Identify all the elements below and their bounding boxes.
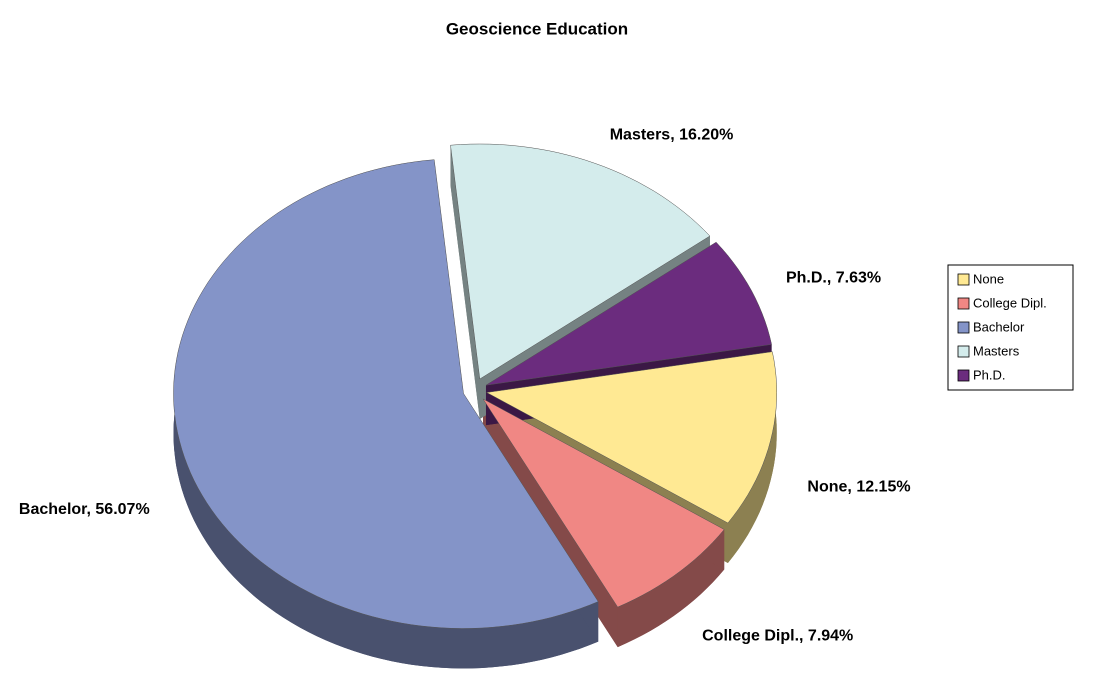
legend-label: None <box>973 271 1004 286</box>
legend-swatch <box>957 321 970 334</box>
pie-slice <box>485 241 772 386</box>
legend-label: College Dipl. <box>973 295 1047 310</box>
data-label: Masters, 16.20% <box>610 126 734 143</box>
pie-tops <box>173 143 777 629</box>
legend-label: Bachelor <box>973 319 1025 334</box>
data-label: College Dipl., 7.94% <box>702 628 853 645</box>
pie-slice <box>482 398 725 608</box>
data-label: Ph.D., 7.63% <box>786 270 881 287</box>
legend-swatch <box>957 273 970 286</box>
slice-cut <box>450 145 480 419</box>
legend-label: Ph.D. <box>973 367 1006 382</box>
pie-slice <box>173 159 599 629</box>
pie-slice <box>450 143 711 380</box>
legend-swatch <box>957 345 970 358</box>
legend-swatch <box>957 369 970 382</box>
slice-side <box>617 529 725 648</box>
legend-label: Masters <box>973 343 1020 358</box>
legend-swatch <box>957 297 970 310</box>
slice-side <box>727 351 777 563</box>
chart-title: Geoscience Education <box>446 19 628 38</box>
pie-slice <box>485 351 777 524</box>
slice-side <box>173 159 599 669</box>
data-label: None, 12.15% <box>807 478 910 495</box>
data-label: Bachelor, 56.07% <box>19 501 150 518</box>
